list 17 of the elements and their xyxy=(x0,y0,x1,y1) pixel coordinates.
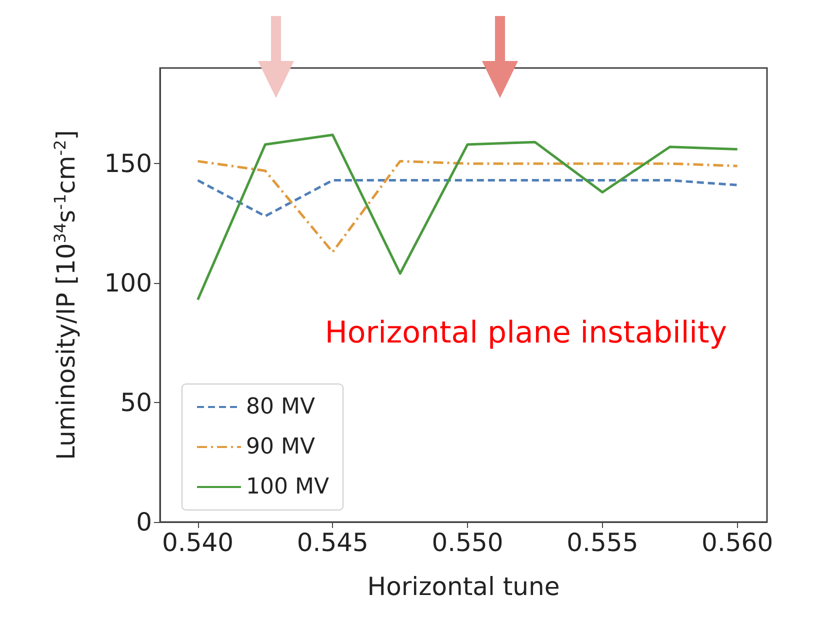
x-tick-label: 0.555 xyxy=(566,528,638,557)
y-tick-label: 150 xyxy=(104,149,152,178)
x-tick-label: 0.545 xyxy=(296,528,368,557)
legend-label: 80 MV xyxy=(246,394,316,420)
y-axis-title: Luminosity/IP [1034s-1cm-2] xyxy=(50,130,80,460)
legend-label: 90 MV xyxy=(246,434,316,460)
x-tick-label: 0.560 xyxy=(702,528,774,557)
line-series xyxy=(196,160,739,254)
y-tick-label: 0 xyxy=(136,508,152,536)
x-tick-label: 0.540 xyxy=(162,528,234,557)
line-series xyxy=(196,134,739,302)
x-tick-label: 0.550 xyxy=(432,528,504,557)
x-axis-title: Horizontal tune xyxy=(367,572,560,601)
y-tick-label: 50 xyxy=(120,388,152,418)
y-tick-label: 100 xyxy=(104,268,152,298)
legend-label: 100 MV xyxy=(246,474,330,500)
annotation: Horizontal plane instability xyxy=(324,316,728,350)
